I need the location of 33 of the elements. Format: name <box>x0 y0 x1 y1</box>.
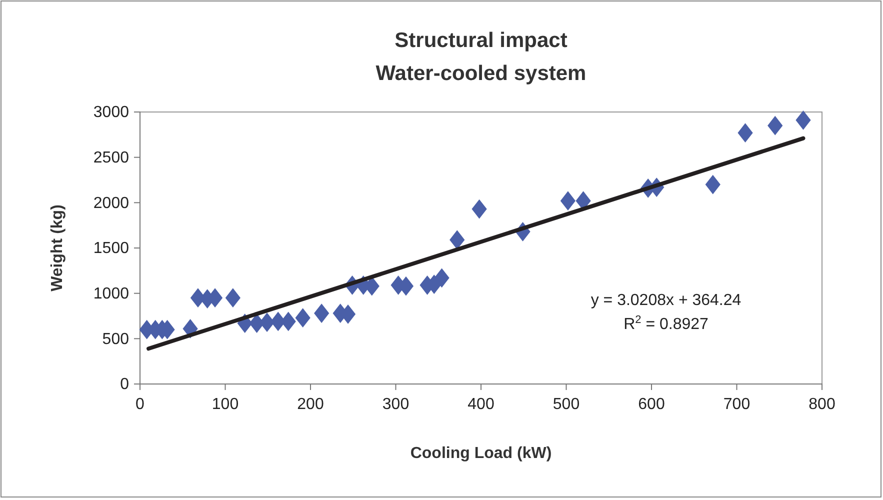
x-tick-label: 400 <box>468 396 494 413</box>
point <box>450 230 465 250</box>
y-tick-label: 3000 <box>93 104 130 122</box>
point <box>472 199 487 219</box>
point <box>738 123 753 143</box>
x-tick-label: 100 <box>212 396 239 413</box>
x-tick-label: 600 <box>638 396 665 413</box>
y-axis-title: Weight (kg) <box>49 204 66 292</box>
y-tick-label: 0 <box>120 376 130 394</box>
chart-title: Structural impact <box>394 29 568 52</box>
point <box>796 110 811 130</box>
y-tick-label: 2500 <box>93 149 130 166</box>
y-tick-label: 2000 <box>93 194 130 212</box>
point <box>295 308 310 328</box>
y-tick-label: 500 <box>102 330 130 348</box>
x-tick-label: 800 <box>808 396 836 413</box>
annotation: y = 3.0208x + 364.24 <box>590 292 742 309</box>
x-axis-title: Cooling Load (kW) <box>410 445 552 462</box>
x-tick-label: 0 <box>136 396 145 413</box>
point <box>705 174 720 194</box>
x-tick-label: 500 <box>552 396 580 413</box>
annotation: R$^{2}$ = 0.8927 <box>624 314 709 333</box>
point <box>560 191 576 211</box>
x-tick-label: 300 <box>382 396 410 413</box>
y-tick-label: 1000 <box>93 285 130 302</box>
point <box>434 268 450 288</box>
chart-subtitle: Water-cooled system <box>376 62 586 85</box>
x-tick-label: 200 <box>297 396 324 413</box>
point <box>225 288 240 308</box>
point <box>314 304 330 323</box>
x-tick-label: 700 <box>723 396 750 413</box>
y-tick-label: 1500 <box>93 240 130 258</box>
point <box>768 116 783 136</box>
